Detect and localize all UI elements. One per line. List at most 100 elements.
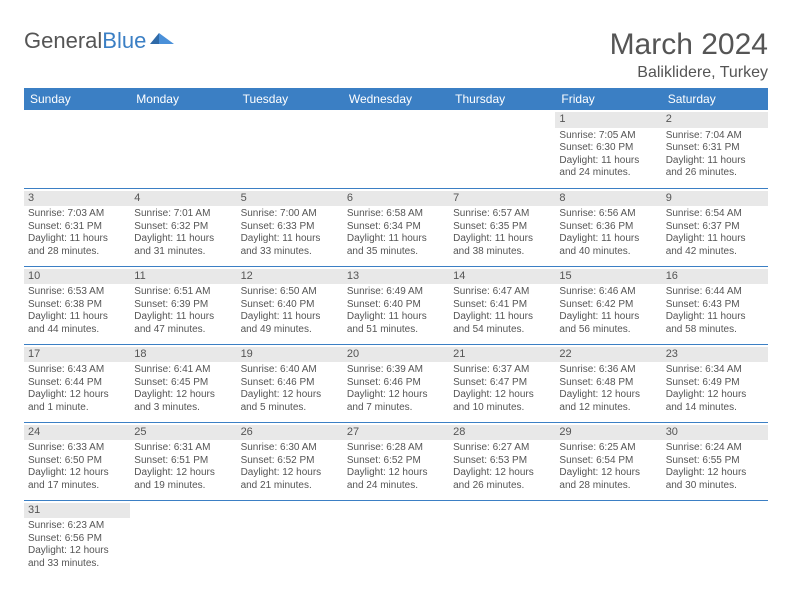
day-details: Sunrise: 6:58 AMSunset: 6:34 PMDaylight:… xyxy=(347,208,445,258)
day-details: Sunrise: 6:57 AMSunset: 6:35 PMDaylight:… xyxy=(453,208,551,258)
sunset-text: Sunset: 6:43 PM xyxy=(666,299,764,312)
sunset-text: Sunset: 6:36 PM xyxy=(559,221,657,234)
daylight-text: Daylight: 12 hours xyxy=(134,467,232,480)
day-number: 15 xyxy=(555,269,661,285)
day-number: 2 xyxy=(662,112,768,128)
sunrise-text: Sunrise: 6:56 AM xyxy=(559,208,657,221)
calendar-cell: 29Sunrise: 6:25 AMSunset: 6:54 PMDayligh… xyxy=(555,422,661,500)
sunset-text: Sunset: 6:46 PM xyxy=(347,377,445,390)
sunrise-text: Sunrise: 6:49 AM xyxy=(347,286,445,299)
daylight-text-2: and 5 minutes. xyxy=(241,402,339,415)
sunset-text: Sunset: 6:45 PM xyxy=(134,377,232,390)
day-header: Tuesday xyxy=(237,88,343,110)
calendar-week-row: 31Sunrise: 6:23 AMSunset: 6:56 PMDayligh… xyxy=(24,500,768,578)
day-number: 9 xyxy=(662,191,768,207)
daylight-text: Daylight: 11 hours xyxy=(28,311,126,324)
daylight-text: Daylight: 12 hours xyxy=(28,545,126,558)
calendar-cell: 31Sunrise: 6:23 AMSunset: 6:56 PMDayligh… xyxy=(24,500,130,578)
calendar-cell xyxy=(449,500,555,578)
calendar-cell: 16Sunrise: 6:44 AMSunset: 6:43 PMDayligh… xyxy=(662,266,768,344)
day-number: 25 xyxy=(130,425,236,441)
day-details: Sunrise: 7:05 AMSunset: 6:30 PMDaylight:… xyxy=(559,130,657,180)
sunrise-text: Sunrise: 6:50 AM xyxy=(241,286,339,299)
calendar-cell: 14Sunrise: 6:47 AMSunset: 6:41 PMDayligh… xyxy=(449,266,555,344)
sunrise-text: Sunrise: 6:41 AM xyxy=(134,364,232,377)
day-number: 31 xyxy=(24,503,130,519)
sunrise-text: Sunrise: 6:23 AM xyxy=(28,520,126,533)
daylight-text-2: and 49 minutes. xyxy=(241,324,339,337)
daylight-text: Daylight: 11 hours xyxy=(241,233,339,246)
day-details: Sunrise: 7:04 AMSunset: 6:31 PMDaylight:… xyxy=(666,130,764,180)
calendar-cell: 3Sunrise: 7:03 AMSunset: 6:31 PMDaylight… xyxy=(24,188,130,266)
day-details: Sunrise: 6:24 AMSunset: 6:55 PMDaylight:… xyxy=(666,442,764,492)
calendar-cell: 2 Sunrise: 7:04 AMSunset: 6:31 PMDaylight… xyxy=(662,110,768,188)
daylight-text-2: and 33 minutes. xyxy=(241,246,339,259)
calendar-cell xyxy=(343,500,449,578)
daylight-text-2: and 24 minutes. xyxy=(347,480,445,493)
sunset-text: Sunset: 6:33 PM xyxy=(241,221,339,234)
sunrise-text: Sunrise: 7:05 AM xyxy=(559,130,657,143)
calendar-cell xyxy=(24,110,130,188)
sunrise-text: Sunrise: 6:31 AM xyxy=(134,442,232,455)
day-header: Wednesday xyxy=(343,88,449,110)
daylight-text-2: and 54 minutes. xyxy=(453,324,551,337)
daylight-text: Daylight: 11 hours xyxy=(559,311,657,324)
day-number: 4 xyxy=(130,191,236,207)
day-details: Sunrise: 7:01 AMSunset: 6:32 PMDaylight:… xyxy=(134,208,232,258)
day-number: 30 xyxy=(662,425,768,441)
daylight-text-2: and 26 minutes. xyxy=(666,167,764,180)
day-number: 5 xyxy=(237,191,343,207)
daylight-text-2: and 31 minutes. xyxy=(134,246,232,259)
day-details: Sunrise: 6:41 AMSunset: 6:45 PMDaylight:… xyxy=(134,364,232,414)
day-number: 18 xyxy=(130,347,236,363)
sunrise-text: Sunrise: 7:04 AM xyxy=(666,130,764,143)
calendar-cell: 28Sunrise: 6:27 AMSunset: 6:53 PMDayligh… xyxy=(449,422,555,500)
calendar-cell: 5Sunrise: 7:00 AMSunset: 6:33 PMDaylight… xyxy=(237,188,343,266)
title-block: March 2024 Baliklidere, Turkey xyxy=(610,28,768,82)
daylight-text: Daylight: 11 hours xyxy=(666,155,764,168)
day-number: 14 xyxy=(449,269,555,285)
daylight-text: Daylight: 11 hours xyxy=(453,311,551,324)
day-details: Sunrise: 7:00 AMSunset: 6:33 PMDaylight:… xyxy=(241,208,339,258)
daylight-text-2: and 35 minutes. xyxy=(347,246,445,259)
day-number: 10 xyxy=(24,269,130,285)
daylight-text-2: and 19 minutes. xyxy=(134,480,232,493)
sunset-text: Sunset: 6:42 PM xyxy=(559,299,657,312)
logo-text-general: General xyxy=(24,28,102,54)
sunrise-text: Sunrise: 6:28 AM xyxy=(347,442,445,455)
sunset-text: Sunset: 6:52 PM xyxy=(347,455,445,468)
sunrise-text: Sunrise: 6:47 AM xyxy=(453,286,551,299)
sunrise-text: Sunrise: 6:43 AM xyxy=(28,364,126,377)
day-number: 27 xyxy=(343,425,449,441)
sunset-text: Sunset: 6:32 PM xyxy=(134,221,232,234)
day-details: Sunrise: 6:56 AMSunset: 6:36 PMDaylight:… xyxy=(559,208,657,258)
daylight-text-2: and 24 minutes. xyxy=(559,167,657,180)
day-number: 12 xyxy=(237,269,343,285)
day-details: Sunrise: 6:54 AMSunset: 6:37 PMDaylight:… xyxy=(666,208,764,258)
day-details: Sunrise: 6:25 AMSunset: 6:54 PMDaylight:… xyxy=(559,442,657,492)
day-details: Sunrise: 6:36 AMSunset: 6:48 PMDaylight:… xyxy=(559,364,657,414)
calendar-cell: 6Sunrise: 6:58 AMSunset: 6:34 PMDaylight… xyxy=(343,188,449,266)
daylight-text: Daylight: 11 hours xyxy=(666,233,764,246)
sunrise-text: Sunrise: 7:03 AM xyxy=(28,208,126,221)
daylight-text-2: and 28 minutes. xyxy=(559,480,657,493)
daylight-text: Daylight: 12 hours xyxy=(347,467,445,480)
day-details: Sunrise: 6:49 AMSunset: 6:40 PMDaylight:… xyxy=(347,286,445,336)
day-number: 19 xyxy=(237,347,343,363)
daylight-text: Daylight: 12 hours xyxy=(453,467,551,480)
day-details: Sunrise: 6:40 AMSunset: 6:46 PMDaylight:… xyxy=(241,364,339,414)
calendar-cell: 1Sunrise: 7:05 AMSunset: 6:30 PMDaylight… xyxy=(555,110,661,188)
day-number: 24 xyxy=(24,425,130,441)
calendar-cell: 18Sunrise: 6:41 AMSunset: 6:45 PMDayligh… xyxy=(130,344,236,422)
calendar-cell: 24Sunrise: 6:33 AMSunset: 6:50 PMDayligh… xyxy=(24,422,130,500)
daylight-text: Daylight: 11 hours xyxy=(559,233,657,246)
daylight-text: Daylight: 11 hours xyxy=(134,311,232,324)
day-header: Friday xyxy=(555,88,661,110)
sunrise-text: Sunrise: 6:58 AM xyxy=(347,208,445,221)
daylight-text: Daylight: 12 hours xyxy=(666,467,764,480)
header: GeneralBlue March 2024 Baliklidere, Turk… xyxy=(24,28,768,82)
sunrise-text: Sunrise: 6:24 AM xyxy=(666,442,764,455)
sunset-text: Sunset: 6:48 PM xyxy=(559,377,657,390)
day-details: Sunrise: 6:30 AMSunset: 6:52 PMDaylight:… xyxy=(241,442,339,492)
daylight-text: Daylight: 11 hours xyxy=(134,233,232,246)
